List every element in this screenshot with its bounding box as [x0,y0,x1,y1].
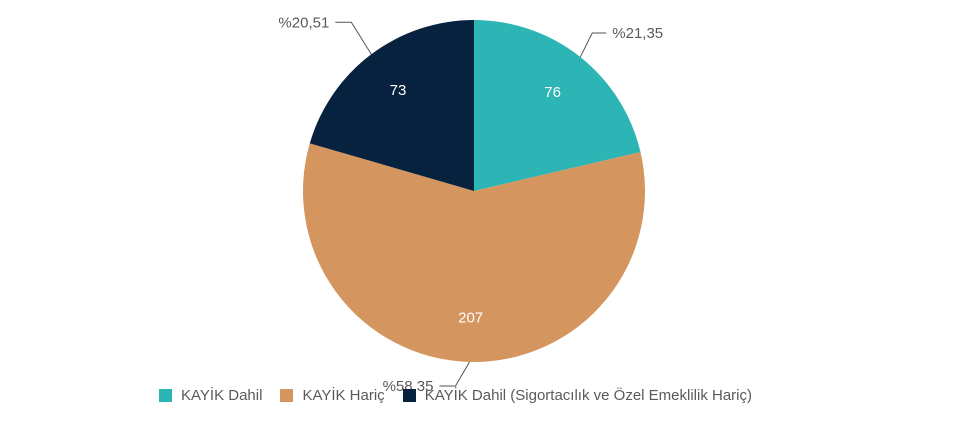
slice-value-label: 207 [458,309,483,326]
pie-slice [302,143,645,362]
pie-slice [309,20,474,191]
legend-item-kayik-dahil: KAYİK Dahil [159,387,262,404]
legend-swatch [402,389,416,402]
pie-slice [474,20,641,191]
slice-value-label: 76 [544,84,561,101]
legend-label: KAYİK Hariç [302,387,385,404]
legend-label: KAYİK Dahil (Sigortacılık ve Özel Emekli… [424,387,752,404]
leader-line [579,32,607,58]
slice-percent-label: %20,51 [278,14,329,31]
legend-swatch [159,389,172,402]
legend-label: KAYİK Dahil [181,387,263,404]
legend: KAYİK Dahil KAYİK Hariç KAYİK Dahil (Sig… [159,387,770,404]
slice-percent-label: %21,35 [612,25,663,42]
legend-swatch [280,389,294,402]
slice-percent-label: %58,35 [383,378,434,395]
leader-line [439,361,470,387]
legend-item-kayik-haric: KAYİK Hariç [280,387,385,404]
leader-line [335,21,372,55]
slice-value-label: 73 [390,82,407,99]
legend-item-kayik-dahil-sigorta-haric: KAYİK Dahil (Sigortacılık ve Özel Emekli… [402,387,752,404]
